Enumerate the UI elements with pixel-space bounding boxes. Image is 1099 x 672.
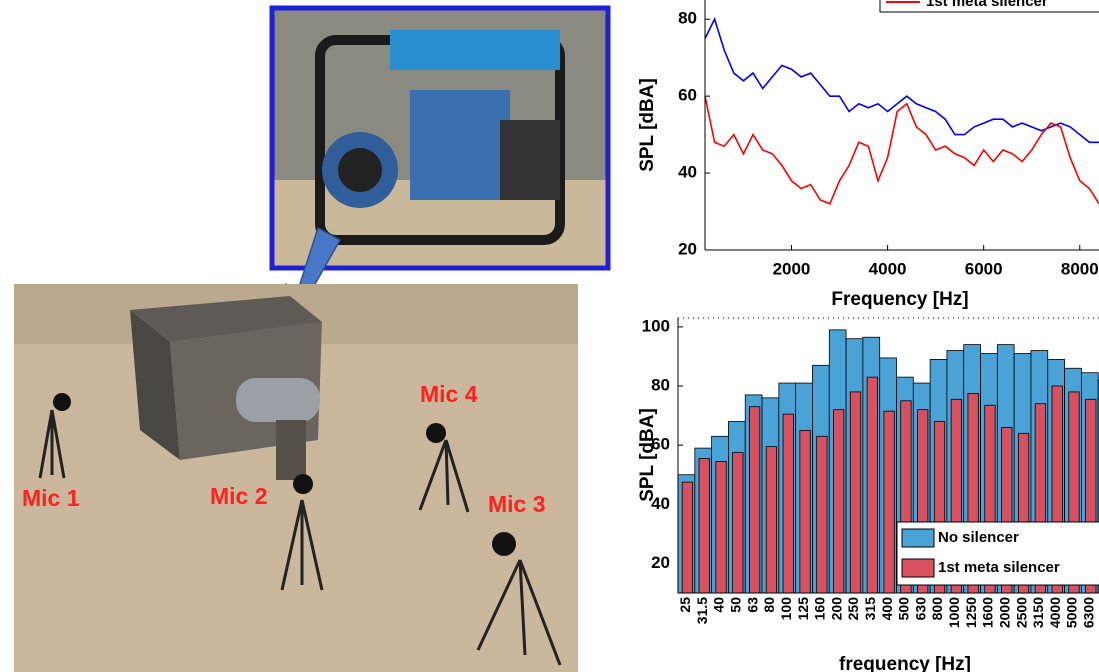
- x-tick-label: 6000: [965, 259, 1003, 278]
- bar: [883, 410, 895, 594]
- legend-label: 1st meta silencer: [938, 559, 1060, 576]
- bar: [698, 458, 710, 594]
- x-tick-label: 2000: [996, 597, 1012, 628]
- x-axis-label: frequency [Hz]: [839, 654, 971, 672]
- x-tick-label: 800: [929, 597, 945, 621]
- bar: [681, 481, 694, 594]
- generator-photo: [269, 5, 611, 271]
- legend: No silencer 1st meta silencer: [896, 521, 1099, 586]
- x-tick-label: 5000: [1064, 597, 1080, 628]
- y-axis-label: SPL [dBA]: [637, 408, 658, 502]
- field-photo: [14, 284, 578, 672]
- x-tick-label: 2500: [1013, 597, 1029, 628]
- bar: [799, 429, 811, 594]
- bar: [833, 409, 845, 594]
- x-tick-label: 4000: [869, 259, 907, 278]
- bar: [849, 391, 862, 594]
- mic-label: Mic 4: [420, 381, 478, 407]
- bar: [765, 446, 778, 594]
- bar: [715, 461, 727, 594]
- x-tick-label: 100: [778, 597, 794, 621]
- y-tick-label: 20: [651, 553, 670, 572]
- x-tick-label: 160: [812, 597, 828, 621]
- bar: [782, 413, 794, 594]
- y-tick-label: 80: [651, 375, 670, 394]
- y-axis-label: SPL [dBA]: [637, 78, 658, 172]
- x-tick-label: 63: [744, 597, 760, 613]
- mic-label: Mic 1: [22, 485, 80, 511]
- y-tick-label: 40: [651, 494, 670, 513]
- mic-label: Mic 2: [210, 483, 268, 509]
- x-tick-label: 6300: [1080, 597, 1096, 628]
- x-tick-label: 31.5: [694, 597, 710, 624]
- x-tick-label: 40: [711, 597, 727, 613]
- x-tick-label: 1600: [980, 597, 996, 628]
- y-tick-label: 20: [678, 239, 697, 258]
- x-tick-label: 2000: [773, 259, 811, 278]
- legend-box: [879, 0, 1099, 13]
- x-tick-label: 250: [845, 597, 861, 621]
- x-tick-label: 80: [761, 597, 777, 613]
- x-tick-label: 125: [795, 597, 811, 621]
- bar: [732, 452, 744, 594]
- x-tick-label: 500: [896, 597, 912, 621]
- x-tick-label: 400: [879, 597, 895, 621]
- x-tick-label: 4000: [1047, 597, 1063, 628]
- mic-label: Mic 3: [488, 491, 546, 517]
- legend-swatch: [901, 528, 935, 548]
- y-tick-label: 60: [678, 86, 697, 105]
- x-tick-label: 630: [912, 597, 928, 621]
- x-tick-label: 8000: [1097, 597, 1099, 628]
- legend-label: 1st meta silencer: [926, 0, 1048, 10]
- x-tick-label: 25: [677, 597, 693, 613]
- line-series: [704, 17, 1099, 144]
- x-tick-label: 200: [828, 597, 844, 621]
- y-tick-label: 80: [678, 9, 697, 28]
- bar: [749, 406, 761, 594]
- bar: [866, 376, 878, 594]
- y-tick-label: 40: [678, 163, 697, 182]
- x-axis-label: Frequency [Hz]: [831, 289, 968, 310]
- x-tick-label: 50: [728, 597, 744, 613]
- x-tick-label: 8000: [1061, 259, 1099, 278]
- line-series: [704, 96, 1099, 205]
- x-tick-label: 1000: [946, 597, 962, 628]
- x-tick-label: 1250: [963, 597, 979, 628]
- legend-label: No silencer: [938, 529, 1019, 546]
- y-tick-label: 100: [642, 316, 670, 335]
- legend-swatch: [901, 558, 935, 578]
- bar: [816, 435, 828, 594]
- y-tick-label: 60: [651, 435, 670, 454]
- x-tick-label: 3150: [1030, 597, 1046, 628]
- x-tick-label: 315: [862, 597, 878, 621]
